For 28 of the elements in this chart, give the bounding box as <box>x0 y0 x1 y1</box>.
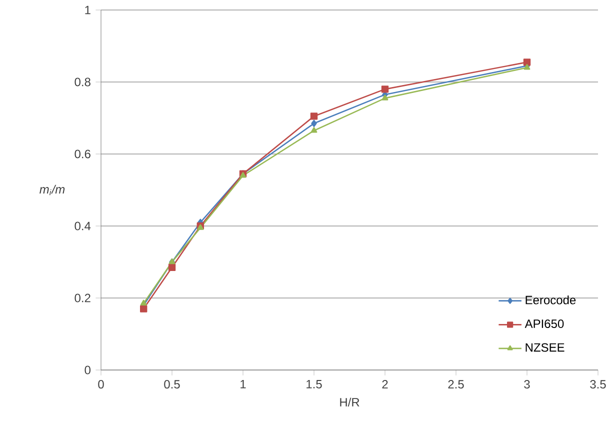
x-tick-label: 2 <box>382 380 388 388</box>
point <box>523 58 531 66</box>
x-tick-label: 1.5 <box>306 380 322 388</box>
point <box>381 86 389 93</box>
x-tick-label: 3.5 <box>590 380 606 389</box>
point <box>140 300 147 306</box>
y-axis-title: m$_{i}$/m <box>40 184 65 196</box>
y-tick-label: 0.4 <box>74 222 91 230</box>
x-tick-label: 1 <box>240 380 246 388</box>
point <box>140 305 148 312</box>
x-tick-label: 0 <box>98 380 104 389</box>
point <box>310 127 318 133</box>
x-tick-label: 0.5 <box>164 380 180 389</box>
x-tick-label: 3 <box>524 380 530 389</box>
legend-label: NZSEE <box>526 343 564 352</box>
x-tick-label: 2.5 <box>448 380 464 389</box>
point <box>382 94 388 100</box>
point <box>311 120 317 128</box>
y-tick-label: 0.2 <box>74 294 90 302</box>
y-tick-label: 0.6 <box>74 150 90 158</box>
y-tick-label: 0.8 <box>74 78 90 86</box>
legend-label: Eerocode <box>526 295 576 304</box>
point <box>310 112 318 120</box>
point <box>168 264 176 272</box>
legend-label: API650 <box>524 320 564 328</box>
y-tick-label: 1 <box>85 6 90 14</box>
y-tick-label: 0 <box>84 366 90 374</box>
x-axis-title: H/R <box>340 398 360 407</box>
